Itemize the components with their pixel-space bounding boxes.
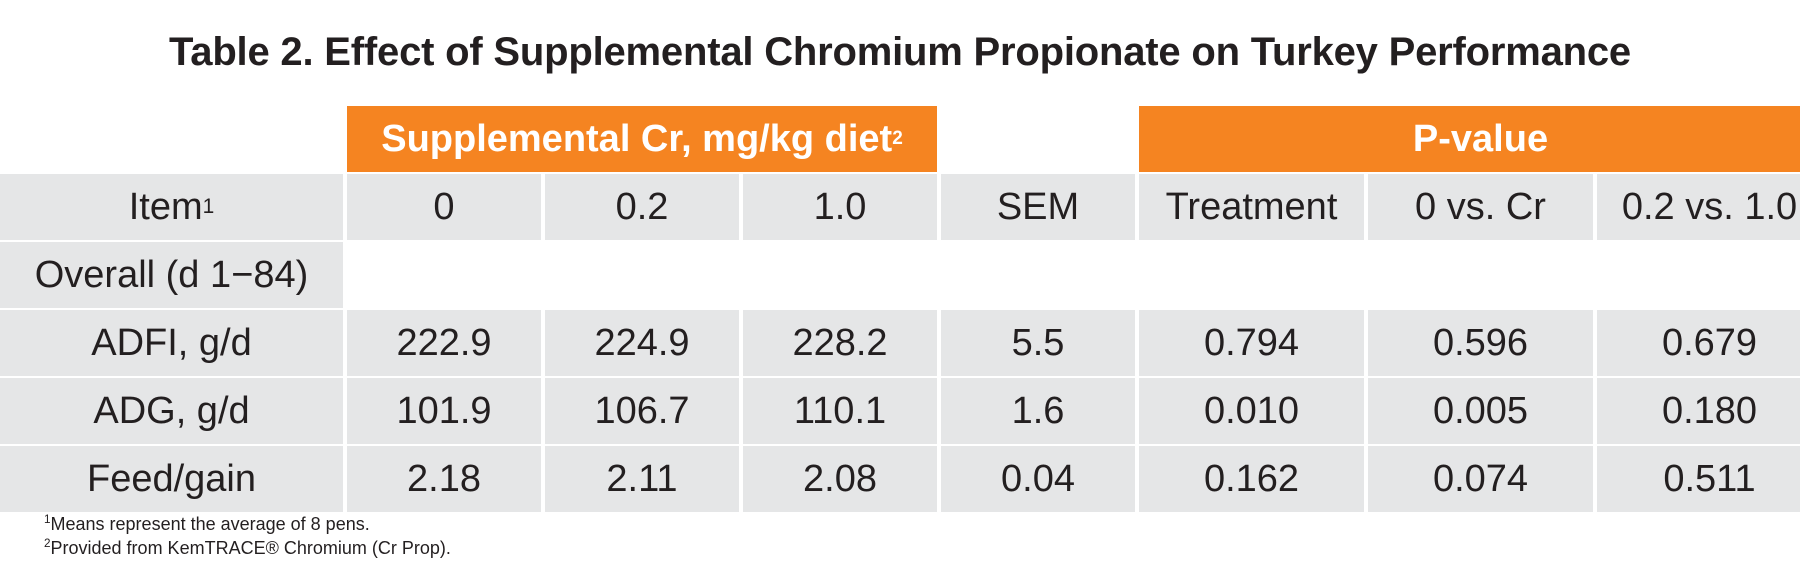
column-header-0-2-vs-1-0: 0.2 vs. 1.0 [1597,174,1800,240]
table-cell: 2.08 [743,446,937,512]
table-cell: 0.596 [1368,310,1593,376]
group-header-supplemental-cr: Supplemental Cr, mg/kg diet 2 [347,106,937,172]
table-cell: 2.11 [545,446,739,512]
table-cell: 101.9 [347,378,541,444]
group-header-supplemental-label: Supplemental Cr, mg/kg diet [381,117,893,160]
row-label-feed-gain: Feed/gain [0,446,343,512]
table-cell: 0.005 [1368,378,1593,444]
column-header-cr-0-2: 0.2 [545,174,739,240]
section-label-overall: Overall (d 1−84) [0,242,343,308]
header-blank-sem [941,106,1135,172]
footnote-2-marker: 2 [44,537,51,550]
results-table: Supplemental Cr, mg/kg diet 2 P-value Ite… [0,106,1800,512]
table-cell: 110.1 [743,378,937,444]
group-header-pvalue: P-value [1139,106,1800,172]
footnote-1: 1Means represent the average of 8 pens. [44,512,451,536]
table-title: Table 2. Effect of Supplemental Chromium… [169,30,1631,74]
table-cell: 0.511 [1597,446,1800,512]
table-cell: 5.5 [941,310,1135,376]
row-label-adg: ADG, g/d [0,378,343,444]
column-header-sem: SEM [941,174,1135,240]
column-header-treatment: Treatment [1139,174,1364,240]
footnote-2-text: Provided from KemTRACE® Chromium (Cr Pro… [50,538,451,558]
footnote-2: 2Provided from KemTRACE® Chromium (Cr Pr… [44,536,451,560]
table-cell: 106.7 [545,378,739,444]
header-blank-item [0,106,343,172]
column-header-0-vs-cr: 0 vs. Cr [1368,174,1593,240]
table-cell: 0.794 [1139,310,1364,376]
footnote-1-marker: 1 [44,513,51,526]
footnote-1-text: Means represent the average of 8 pens. [50,514,370,534]
column-header-item-label: Item [128,185,203,228]
column-header-item: Item 1 [0,174,343,240]
table-cell: 224.9 [545,310,739,376]
table-cell: 0.010 [1139,378,1364,444]
table-cell: 0.074 [1368,446,1593,512]
column-header-cr-0: 0 [347,174,541,240]
footnotes: 1Means represent the average of 8 pens. … [44,512,451,560]
section-row-spacer [347,242,1800,308]
table-cell: 1.6 [941,378,1135,444]
table-cell: 0.162 [1139,446,1364,512]
table-cell: 0.679 [1597,310,1800,376]
row-label-adfi: ADFI, g/d [0,310,343,376]
table-cell: 0.04 [941,446,1135,512]
table-cell: 0.180 [1597,378,1800,444]
table-cell: 228.2 [743,310,937,376]
table-cell: 2.18 [347,446,541,512]
table-cell: 222.9 [347,310,541,376]
column-header-cr-1-0: 1.0 [743,174,937,240]
